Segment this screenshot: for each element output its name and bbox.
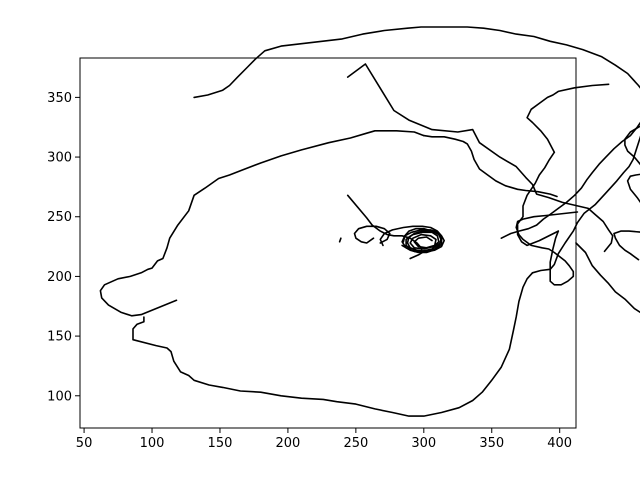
y-tick-label: 200 [47,270,72,285]
x-axis-ticks: 50 100 150 200 250 300 350 400 [76,428,572,451]
drawing-stroke-9 [516,151,560,247]
drawing-stroke-13 [338,237,342,243]
drawing-stroke-5 [193,26,640,99]
drawing-strokes [99,26,640,417]
drawing-stroke-6 [346,63,614,253]
drawing-stroke-4 [575,242,640,314]
x-tick-label: 350 [479,436,504,451]
drawing-stroke-7 [422,134,558,198]
drawing-stroke-0 [99,130,425,317]
drawing-stroke-10 [526,83,610,154]
y-tick-label: 300 [47,151,72,166]
y-tick-label: 150 [47,330,72,345]
x-tick-label: 200 [275,436,300,451]
drawing-stroke-2 [531,135,640,274]
y-tick-label: 100 [47,389,72,404]
drawing-stroke-8 [515,211,579,286]
x-tick-label: 100 [140,436,165,451]
y-tick-label: 350 [47,91,72,106]
drawing-stroke-11 [613,125,640,261]
axes-frame [79,57,577,429]
drawing-stroke-16 [401,227,443,254]
drawing-stroke-14 [379,225,446,253]
x-tick-label: 50 [76,436,93,451]
x-tick-label: 150 [208,436,233,451]
x-tick-label: 300 [411,436,436,451]
x-tick-label: 400 [547,436,572,451]
y-tick-label: 250 [47,210,72,225]
drawing-stroke-3 [500,121,640,239]
x-tick-label: 250 [343,436,368,451]
drawing-stroke-1 [132,271,534,417]
drawing-stroke-15 [353,225,391,244]
y-axis-ticks: 100 150 200 250 300 350 [47,91,80,404]
